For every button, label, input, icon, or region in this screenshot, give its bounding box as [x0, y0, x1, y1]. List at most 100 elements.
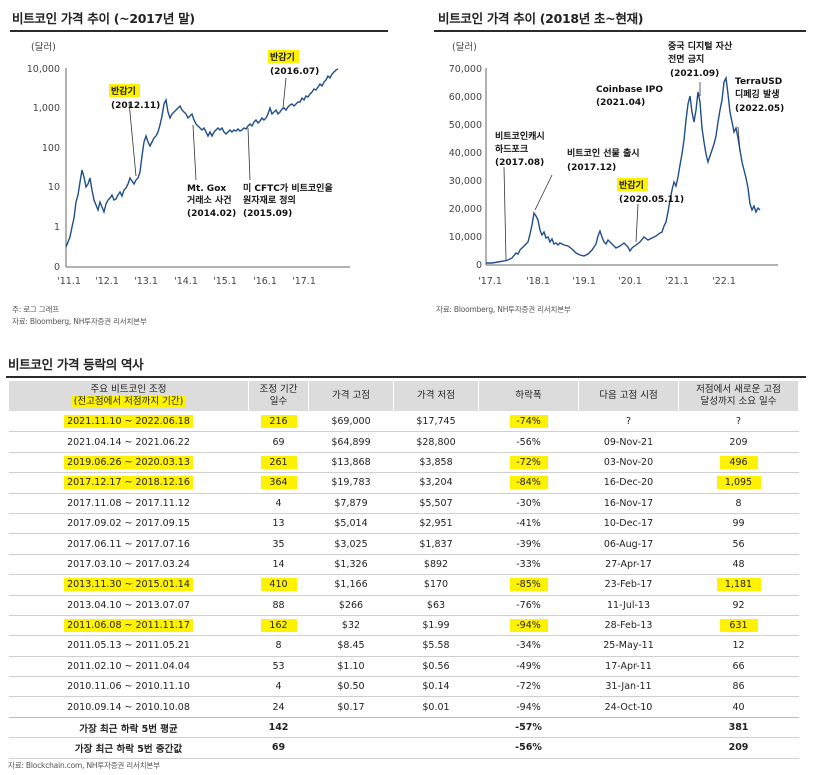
right-ytick-50000: 50,000 — [449, 120, 482, 131]
cell-days: 4 — [248, 676, 309, 697]
table-row: 2013.04.10 ~ 2013.07.07 88 $266 $63 -76%… — [8, 594, 799, 616]
cell-next: 17-Apr-11 — [578, 655, 679, 677]
header-recovery-line2: 달성까지 소요 일수 — [700, 396, 777, 407]
cell-low: $5,507 — [393, 492, 479, 514]
right-ann-coinbase-1: Coinbase IPO — [596, 85, 663, 95]
right-xtick-20: '20.1 — [618, 276, 642, 287]
cell-high: $1,326 — [308, 553, 394, 575]
cell-drop: -85% — [478, 574, 579, 596]
cell-drop: -72% — [478, 676, 579, 697]
cell-next: 09-Nov-21 — [578, 431, 679, 453]
header-recovery: 저점에서 새로운 고점 달성까지 소요 일수 — [678, 380, 799, 412]
cell-next: 28-Feb-13 — [578, 614, 679, 636]
table-row: 2011.02.10 ~ 2011.04.04 53 $1.10 $0.56 -… — [8, 655, 799, 677]
cell-next: 03-Nov-20 — [578, 451, 679, 473]
cell-next: 16-Dec-20 — [578, 472, 679, 494]
left-xtick-14: '14.1 — [174, 276, 198, 287]
cell-days-value: 216 — [260, 415, 297, 429]
right-ytick-60000: 60,000 — [449, 92, 482, 103]
left-xtick-11: '11.1 — [57, 276, 81, 287]
cell-period-value: 2021.11.10 ~ 2022.06.18 — [64, 415, 193, 429]
table-row: 2010.09.14 ~ 2010.10.08 24 $0.17 $0.01 -… — [8, 696, 799, 718]
summary-days: 142 — [248, 716, 309, 738]
left-ann-mtgox-date: (2014.02) — [187, 209, 236, 219]
table-row: 2021.11.10 ~ 2022.06.18 216 $69,000 $17,… — [8, 410, 799, 432]
cell-days: 410 — [248, 574, 309, 596]
left-ann-halving1: 반감기 — [111, 85, 136, 97]
cell-period: 2013.11.30 ~ 2015.01.14 — [8, 574, 249, 596]
cell-days: 261 — [248, 451, 309, 473]
right-ann-futures-1: 비트코인 선물 출시 — [567, 147, 640, 159]
left-price-chart: (달러) 10,000 1,000 100 10 1 0 '11.1 '12.1… — [27, 41, 350, 287]
left-ytick-10: 10 — [48, 182, 60, 193]
table-row: 2017.06.11 ~ 2017.07.16 35 $3,025 $1,837… — [8, 533, 799, 555]
cell-recovery-value: 496 — [719, 455, 758, 469]
cell-drop-value: -72% — [509, 455, 548, 469]
cell-days: 35 — [248, 533, 309, 555]
right-ytick-40000: 40,000 — [449, 148, 482, 159]
left-ann-halving2-date: (2016.07) — [270, 67, 319, 77]
left-xtick-13: '13.1 — [134, 276, 158, 287]
cell-drop: -94% — [478, 614, 579, 636]
cell-recovery: 66 — [678, 655, 799, 677]
left-unit-label: (달러) — [31, 41, 56, 53]
left-ann-halving2: 반감기 — [270, 51, 295, 63]
left-xtick-17: '17.1 — [292, 276, 316, 287]
left-ytick-100: 100 — [42, 143, 60, 154]
cell-high: $19,783 — [308, 472, 394, 494]
cell-low: $63 — [393, 594, 479, 616]
cell-recovery-value: 1,095 — [716, 476, 761, 490]
cell-period: 2011.02.10 ~ 2011.04.04 — [8, 655, 249, 677]
cell-days: 14 — [248, 553, 309, 575]
cell-recovery: 8 — [678, 492, 799, 514]
cell-drop: -72% — [478, 451, 579, 473]
cell-next: ? — [578, 410, 679, 432]
table-header-row: 주요 비트코인 조정 (전고점에서 저점까지 기간) 조정 기간 일수 가격 고… — [8, 380, 799, 412]
cell-period: 2019.06.26 ~ 2020.03.13 — [8, 451, 249, 473]
cell-days-value: 410 — [260, 578, 297, 592]
cell-days-value: 162 — [260, 619, 297, 633]
right-xtick-22: '22.1 — [712, 276, 736, 287]
summary-recovery: 381 — [678, 716, 799, 738]
cell-low: $0.14 — [393, 676, 479, 697]
cell-recovery: 48 — [678, 553, 799, 575]
cell-next: 16-Nov-17 — [578, 492, 679, 514]
cell-recovery: 86 — [678, 676, 799, 697]
left-source: 자료: Bloomberg, NH투자증권 리서치본부 — [12, 317, 147, 326]
cell-period-value: 2011.06.08 ~ 2011.11.17 — [64, 619, 193, 633]
cell-high: $0.50 — [308, 676, 394, 697]
cell-period: 2010.09.14 ~ 2010.10.08 — [8, 696, 249, 718]
right-xtick-17: '17.1 — [478, 276, 502, 287]
cell-low: $2,951 — [393, 512, 479, 534]
left-ann-cftc-date: (2015.09) — [243, 209, 292, 219]
summary-recovery: 209 — [678, 737, 799, 759]
cell-period-value: 2013.11.30 ~ 2015.01.14 — [64, 578, 193, 592]
cell-days: 8 — [248, 635, 309, 657]
cell-days: 69 — [248, 431, 309, 453]
left-ann-mtgox-2: 거래소 사건 — [187, 194, 232, 206]
right-unit-label: (달러) — [452, 41, 477, 53]
right-ytick-70000: 70,000 — [449, 64, 482, 75]
cell-recovery: 631 — [678, 614, 799, 636]
right-xtick-18: '18.1 — [526, 276, 550, 287]
cell-drop-value: -74% — [509, 415, 548, 429]
cell-low: $170 — [393, 574, 479, 596]
right-price-line — [486, 75, 761, 264]
cell-drop: -34% — [478, 635, 579, 657]
cell-high: $1,166 — [308, 574, 394, 596]
cell-recovery: ? — [678, 410, 799, 432]
cell-drop: -74% — [478, 410, 579, 432]
right-title-rule — [434, 30, 806, 32]
right-ann-china-2: 전면 금지 — [668, 53, 704, 65]
cell-high: $5,014 — [308, 512, 394, 534]
cell-days: 216 — [248, 410, 309, 432]
cell-days: 162 — [248, 614, 309, 636]
cell-recovery: 12 — [678, 635, 799, 657]
right-xtick-21: '21.1 — [665, 276, 689, 287]
header-next-high: 다음 고점 시점 — [578, 380, 679, 412]
cell-period: 2017.09.02 ~ 2017.09.15 — [8, 512, 249, 534]
cell-high: $13,868 — [308, 451, 394, 473]
right-price-chart: (달러) 70,000 60,000 50,000 40,000 30,000 … — [449, 40, 784, 287]
cell-period: 2021.04.14 ~ 2021.06.22 — [8, 431, 249, 453]
table-row: 2021.04.14 ~ 2021.06.22 69 $64,899 $28,8… — [8, 431, 799, 453]
